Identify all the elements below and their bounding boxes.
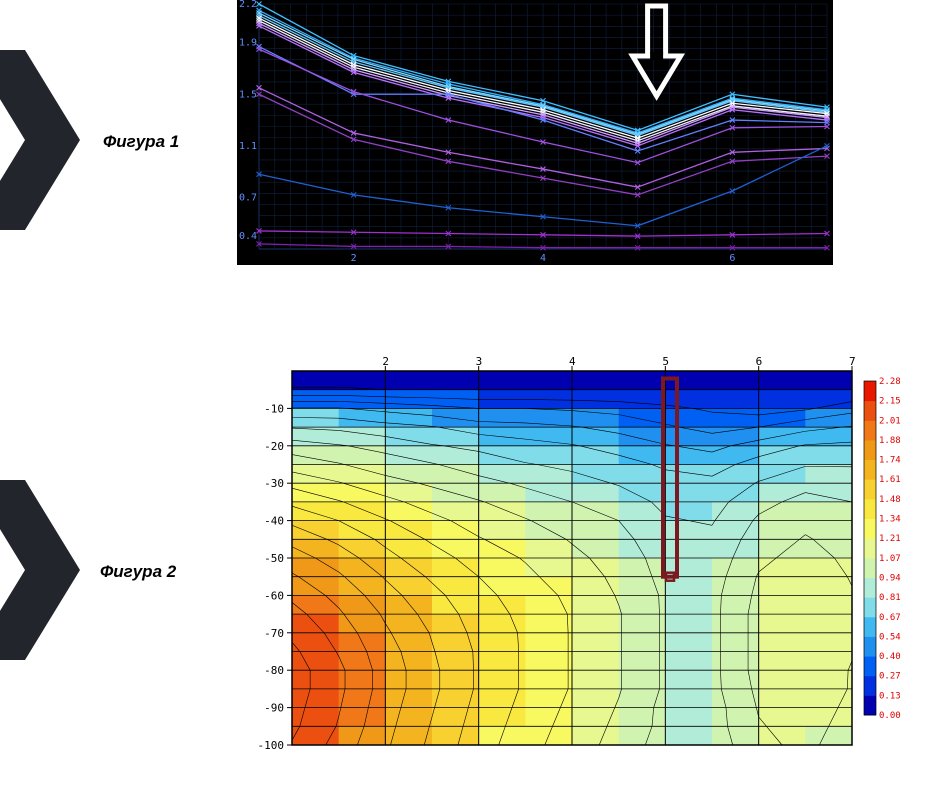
- arrow-marker: [633, 6, 681, 96]
- svg-text:0.7: 0.7: [239, 192, 257, 203]
- svg-text:2.01: 2.01: [879, 416, 901, 426]
- svg-text:-50: -50: [264, 552, 284, 565]
- svg-text:-10: -10: [264, 402, 284, 415]
- svg-text:0.27: 0.27: [879, 672, 901, 682]
- svg-text:1.5: 1.5: [239, 89, 257, 100]
- svg-text:-70: -70: [264, 627, 284, 640]
- svg-text:0.13: 0.13: [879, 691, 901, 701]
- svg-text:0.67: 0.67: [879, 613, 901, 623]
- svg-text:2: 2: [351, 253, 357, 264]
- svg-text:-40: -40: [264, 515, 284, 528]
- svg-text:1.61: 1.61: [879, 475, 901, 485]
- svg-text:1.1: 1.1: [239, 141, 257, 152]
- svg-text:1.9: 1.9: [239, 38, 257, 49]
- svg-text:7: 7: [849, 355, 856, 368]
- svg-text:1.74: 1.74: [879, 456, 901, 466]
- svg-text:1.07: 1.07: [879, 554, 901, 564]
- svg-text:2: 2: [382, 355, 389, 368]
- line-chart: 0.4 0.7 1.1 1.5 1.9 2.2 2 4 6: [237, 0, 833, 265]
- contour-heatmap: 2 3 4 5 6 7 -10 -20 -30 -40 -50 -60 -70 -80 -90 -100 0.0…: [237, 353, 917, 753]
- svg-text:-20: -20: [264, 440, 284, 453]
- svg-text:-30: -30: [264, 477, 284, 490]
- svg-text:6: 6: [729, 253, 735, 264]
- svg-text:1.88: 1.88: [879, 436, 901, 446]
- svg-text:1.48: 1.48: [879, 495, 901, 505]
- svg-text:0.81: 0.81: [879, 593, 901, 603]
- svg-text:-100: -100: [258, 739, 285, 752]
- svg-text:4: 4: [569, 355, 576, 368]
- svg-text:0.00: 0.00: [879, 711, 901, 721]
- svg-text:5: 5: [662, 355, 669, 368]
- svg-text:1.21: 1.21: [879, 534, 901, 544]
- svg-text:0.94: 0.94: [879, 573, 901, 583]
- svg-text:0.40: 0.40: [879, 652, 901, 662]
- chevron-fig2: [0, 480, 80, 660]
- svg-text:-90: -90: [264, 702, 284, 715]
- chevron-fig1: [0, 50, 80, 230]
- fig2-label: Фигура 2: [100, 562, 176, 582]
- chevron-shape: [0, 480, 80, 660]
- svg-text:1.34: 1.34: [879, 515, 901, 525]
- svg-text:4: 4: [540, 253, 546, 264]
- svg-text:6: 6: [756, 355, 763, 368]
- svg-text:0.4: 0.4: [239, 231, 257, 242]
- svg-text:-80: -80: [264, 664, 284, 677]
- svg-text:2.28: 2.28: [879, 377, 901, 387]
- svg-text:2.15: 2.15: [879, 397, 901, 407]
- svg-text:0.54: 0.54: [879, 632, 901, 642]
- fig1-label: Фигура 1: [103, 132, 179, 152]
- chevron-shape: [0, 50, 80, 230]
- svg-text:3: 3: [476, 355, 483, 368]
- svg-text:-60: -60: [264, 589, 284, 602]
- svg-text:2.2: 2.2: [239, 0, 257, 10]
